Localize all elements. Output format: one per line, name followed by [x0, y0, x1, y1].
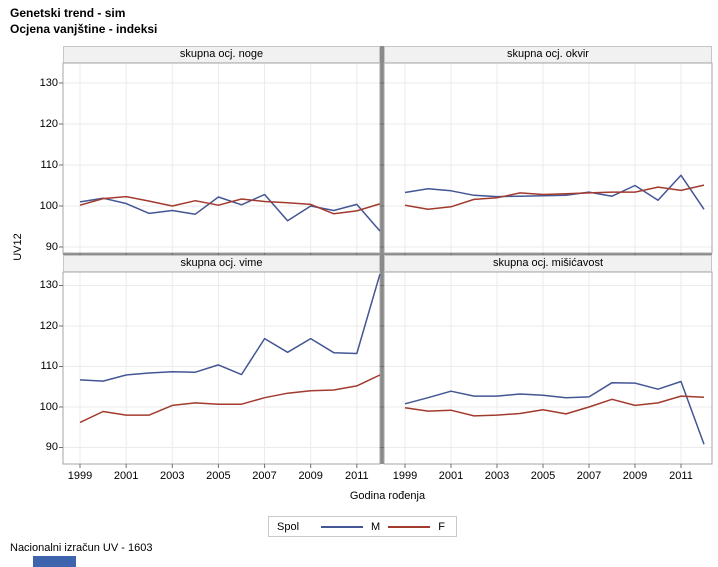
- y-tick-label: 120: [39, 117, 58, 130]
- legend-line-m-icon: [321, 525, 364, 528]
- y-tick-label: 130: [39, 279, 58, 291]
- x-tick-label: 2007: [252, 470, 277, 482]
- x-tick-label: 2003: [160, 470, 185, 482]
- legend-label-m: M: [371, 520, 381, 533]
- legend-label-f: F: [438, 520, 445, 533]
- y-axis-title: UV12: [12, 233, 24, 261]
- legend-line-f-icon: [388, 525, 431, 528]
- panel-header-okvir: skupna ocj. okvir: [384, 46, 712, 63]
- legend-title: Spol: [277, 520, 300, 533]
- y-tick-label: 110: [40, 158, 58, 171]
- x-tick-label: 2007: [576, 470, 602, 482]
- x-tick-label: 2011: [345, 470, 369, 482]
- x-tick-label: 2011: [669, 470, 693, 482]
- y-tick-label: 90: [45, 441, 58, 453]
- y-tick-label: 110: [40, 360, 58, 372]
- chart-subtitle: Ocjena vanjštine - indeksi: [10, 22, 158, 36]
- x-tick-label: 2005: [206, 470, 231, 482]
- y-tick-label: 100: [39, 199, 58, 212]
- x-tick-label: 2001: [438, 470, 464, 482]
- x-tick-label: 2003: [484, 470, 510, 482]
- x-axis-title: Godina rođenja: [349, 490, 426, 502]
- y-tick-label: 100: [39, 400, 58, 413]
- x-tick-label: 1999: [67, 470, 93, 482]
- bottom-blue-bar: [33, 556, 76, 567]
- x-tick-label: 2009: [622, 470, 648, 482]
- legend: Spol M F: [268, 516, 457, 537]
- y-tick-label: 90: [45, 240, 58, 253]
- x-tick-label: 1999: [392, 470, 418, 482]
- panel-header-noge: skupna ocj. noge: [63, 46, 380, 63]
- x-tick-label: 2005: [530, 470, 556, 482]
- footnote: Nacionalni izračun UV - 1603: [10, 542, 153, 554]
- x-tick-label: 2009: [298, 470, 323, 482]
- panel-header-misicavost: skupna ocj. mišićavost: [384, 255, 712, 272]
- chart-title: Genetski trend - sim: [10, 6, 126, 20]
- panel-header-vime: skupna ocj. vime: [63, 255, 380, 272]
- x-tick-label: 2001: [113, 470, 139, 482]
- y-tick-label: 120: [39, 319, 58, 332]
- y-tick-label: 130: [39, 76, 58, 89]
